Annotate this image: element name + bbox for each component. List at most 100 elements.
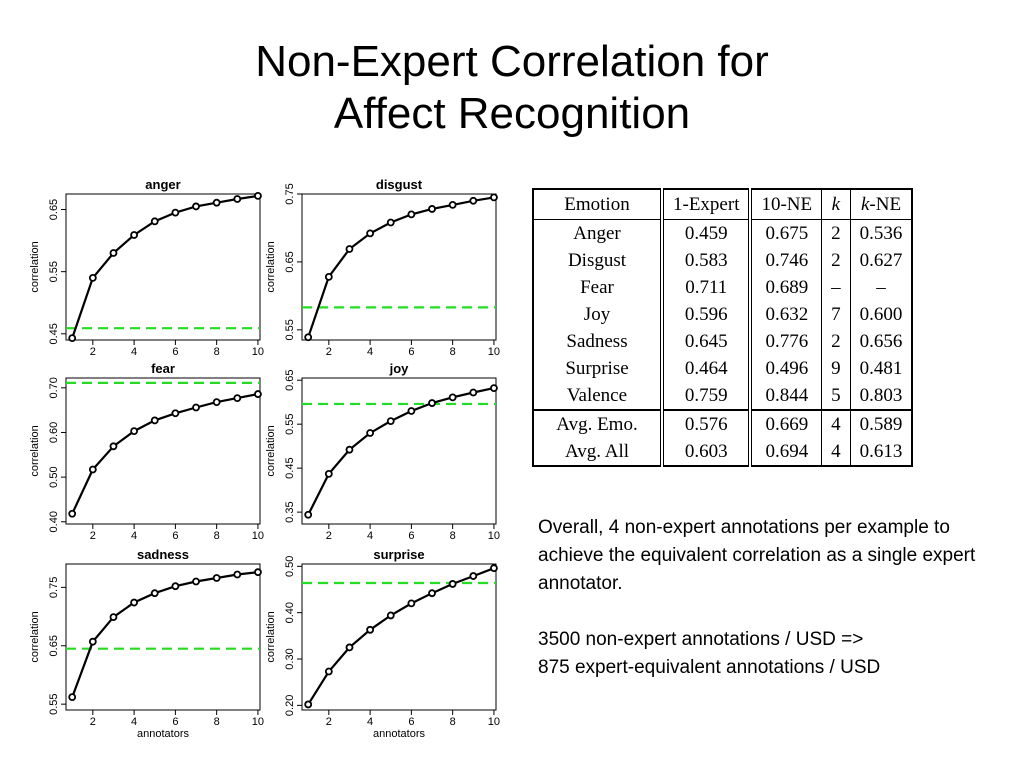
series-line xyxy=(71,571,259,698)
y-tick-label: 0.75 xyxy=(284,183,296,204)
data-point xyxy=(366,429,375,437)
data-point xyxy=(171,409,180,418)
x-tick-label: 10 xyxy=(252,716,264,728)
cell-1-expert: 0.711 xyxy=(662,274,753,301)
plot-anger: anger correlation 0.45 0.55 0.65 2 4 6 8 10 xyxy=(29,177,264,358)
y-axis-label: correlation xyxy=(265,241,277,292)
data-point xyxy=(88,273,97,282)
data-point xyxy=(407,599,416,608)
cell-k-ne: 0.481 xyxy=(859,357,903,379)
plot-disgust: disgust correlation 0.55 0.65 0.75 2 4 6 8 10 xyxy=(265,177,500,358)
y-tick-label: 0.75 xyxy=(48,577,60,598)
note-paragraph-2: 3500 non-expert annotations / USD => 875… xyxy=(538,626,998,682)
data-point xyxy=(109,249,118,257)
data-point xyxy=(448,580,457,588)
data-point xyxy=(304,700,313,709)
data-point xyxy=(345,245,354,253)
data-point xyxy=(171,208,180,217)
data-point xyxy=(490,193,498,202)
plot-title: joy xyxy=(389,361,410,376)
x-tick-label: 10 xyxy=(488,530,500,542)
y-tick-label: 0.40 xyxy=(48,511,60,532)
cell-emotion: Sadness xyxy=(533,328,664,355)
data-point xyxy=(345,643,354,652)
y-tick-label: 0.65 xyxy=(48,635,60,656)
y-tick-label: 0.50 xyxy=(48,466,60,487)
plot-fear: fear correlation 0.40 0.50 0.60 0.70 2 4 6 8 10 xyxy=(29,361,264,542)
data-point xyxy=(304,510,313,519)
cell-10-ne: 0.776 xyxy=(750,328,823,355)
data-point xyxy=(150,589,159,598)
y-axis-label: correlation xyxy=(29,611,41,662)
data-point xyxy=(448,393,457,402)
cell-k: 2 xyxy=(821,247,851,274)
table-row: Surprise 0.464 0.496 9 0.481 xyxy=(533,355,912,382)
x-tick-label: 4 xyxy=(131,530,137,542)
data-point xyxy=(88,637,97,646)
x-tick-label: 10 xyxy=(252,346,264,358)
table-header-row: Emotion 1-Expert 10-NE k k-NE xyxy=(533,189,913,220)
cell-k-ne: 0.589 xyxy=(850,409,913,438)
plot-title: disgust xyxy=(376,177,423,192)
cell-10-ne: 0.669 xyxy=(750,409,823,438)
cell-1-expert: 0.576 xyxy=(662,409,753,438)
x-tick-label: 8 xyxy=(450,716,456,728)
cell-emotion: Valence xyxy=(533,382,664,410)
x-tick-label: 2 xyxy=(90,530,96,542)
x-tick-label: 8 xyxy=(214,530,220,542)
x-tick-label: 8 xyxy=(450,346,456,358)
x-tick-label: 8 xyxy=(450,530,456,542)
data-point xyxy=(448,200,457,209)
cell-1-expert: 0.583 xyxy=(662,247,753,274)
plot-frame xyxy=(301,377,497,525)
x-tick-label: 6 xyxy=(408,346,414,358)
data-point xyxy=(254,568,262,577)
y-tick-label: 0.20 xyxy=(284,695,296,716)
data-point xyxy=(192,577,200,586)
data-point xyxy=(130,231,139,239)
data-point xyxy=(407,407,416,415)
y-tick-label: 0.65 xyxy=(48,199,60,220)
data-point xyxy=(68,693,77,702)
data-point xyxy=(130,598,139,607)
note-paragraph-2-line-1: 3500 non-expert annotations / USD => xyxy=(538,629,864,650)
x-tick-label: 6 xyxy=(172,716,178,728)
data-point xyxy=(212,198,221,207)
slide-title: Non-Expert Correlation for Affect Recogn… xyxy=(0,36,1024,140)
data-point xyxy=(366,625,375,634)
table-row: Valence 0.759 0.844 5 0.803 xyxy=(533,382,912,410)
note-paragraph-2-line-2: 875 expert-equivalent annotations / USD xyxy=(538,657,881,678)
x-tick-label: 2 xyxy=(326,530,332,542)
x-tick-label: 2 xyxy=(90,346,96,358)
table-row: Avg. Emo. 0.576 0.669 4 0.589 xyxy=(533,409,913,438)
plot-sadness: sadness correlation annotators 0.55 0.65 0.75… xyxy=(29,547,264,740)
x-tick-label: 4 xyxy=(367,716,373,728)
col-header-1-expert: 1-Expert xyxy=(662,189,753,220)
y-tick-label: 0.55 xyxy=(284,319,296,340)
y-tick-label: 0.55 xyxy=(48,261,60,282)
x-tick-label: 10 xyxy=(488,346,500,358)
cell-k-ne: 0.627 xyxy=(859,249,903,271)
data-point xyxy=(428,589,436,598)
data-point xyxy=(109,613,118,622)
plot-title: anger xyxy=(145,177,180,192)
x-tick-label: 10 xyxy=(488,716,500,728)
data-point xyxy=(130,427,139,436)
series-line xyxy=(307,196,495,338)
y-tick-label: 0.60 xyxy=(48,422,60,443)
x-tick-label: 4 xyxy=(131,346,137,358)
data-point xyxy=(345,445,354,454)
cell-k: 4 xyxy=(821,438,851,466)
cell-k: 7 xyxy=(821,301,851,328)
plot-frame xyxy=(301,193,497,341)
data-point xyxy=(68,509,77,518)
data-point xyxy=(407,210,416,219)
cell-k: 4 xyxy=(821,409,851,438)
x-tick-label: 6 xyxy=(408,716,414,728)
data-point xyxy=(233,195,242,203)
data-point xyxy=(469,388,478,397)
x-tick-label: 4 xyxy=(131,716,137,728)
data-point xyxy=(469,196,478,205)
cell-k-ne: 0.600 xyxy=(859,303,903,325)
cell-k: 2 xyxy=(821,328,851,355)
